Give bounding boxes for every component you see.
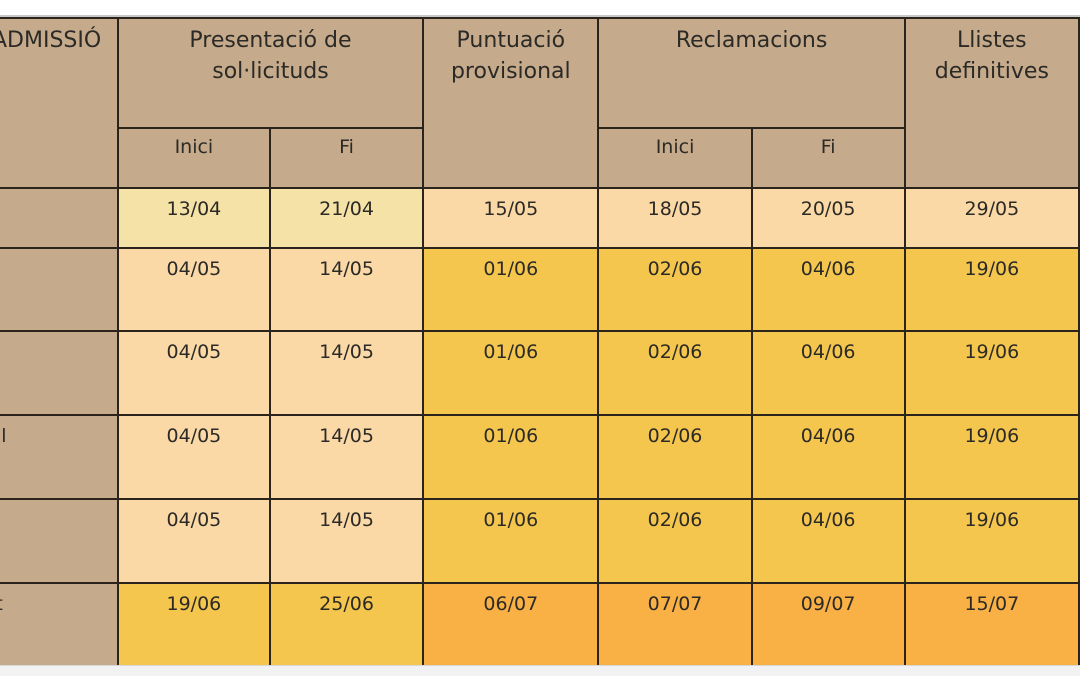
date-cell: 02/06: [597, 414, 753, 500]
date-cell: 02/06: [597, 498, 753, 584]
row-label: Educació especial: [0, 414, 119, 500]
header-line: sol·licituds: [212, 59, 329, 84]
date-cell: 04/06: [750, 330, 906, 416]
header-line: Llistes: [957, 28, 1027, 53]
date-cell: 19/06: [903, 414, 1080, 500]
date-cell: 14/05: [268, 498, 425, 584]
row-label: Batxillerat: [0, 582, 119, 668]
date-cell: 21/04: [268, 187, 425, 249]
date-cell: 19/06: [903, 498, 1080, 584]
date-cell: 07/07: [597, 582, 753, 668]
date-cell: 19/06: [903, 247, 1080, 332]
row-label: [0, 187, 119, 249]
date-cell: 04/06: [750, 414, 906, 500]
header-admission: ADMISSIÓ: [0, 17, 119, 189]
date-cell: 14/05: [268, 330, 425, 416]
date-cell: 04/05: [116, 330, 271, 416]
date-cell: 04/06: [750, 498, 906, 584]
table-row: Educació especial 04/05 14/05 01/06 02/0…: [0, 414, 1080, 500]
date-cell: 18/05: [597, 187, 753, 249]
header-line: Presentació de: [189, 28, 352, 53]
subheader-claims-start: Inici: [597, 127, 753, 189]
page-top-edge: [0, 0, 1080, 17]
date-cell: 25/06: [268, 582, 425, 668]
row-label: [0, 498, 119, 584]
header-line: provisional: [450, 59, 571, 84]
date-cell: 02/06: [597, 247, 753, 332]
header-line: definitives: [934, 59, 1049, 84]
date-cell: 20/05: [750, 187, 906, 249]
subheader-submission-start: Inici: [116, 127, 271, 189]
subheader-submission-end: Fi: [268, 127, 425, 189]
date-cell: 04/05: [116, 414, 271, 500]
subheader-claims-end: Fi: [750, 127, 906, 189]
date-cell: 19/06: [116, 582, 271, 668]
date-cell: 01/06: [422, 414, 600, 500]
date-cell: 15/07: [903, 582, 1080, 668]
table-row: Primària 04/05 14/05 01/06 02/06 04/06 1…: [0, 330, 1080, 416]
date-cell: 14/05: [268, 247, 425, 332]
header-provisional-score: Puntuació provisional: [422, 17, 600, 189]
header-claims: Reclamacions: [597, 17, 906, 129]
date-cell: 13/04: [116, 187, 271, 249]
header-final-lists: Llistes definitives: [903, 17, 1080, 189]
table-row: Batxillerat 19/06 25/06 06/07 07/07 09/0…: [0, 582, 1080, 668]
header-line: Puntuació: [456, 28, 566, 53]
date-cell: 14/05: [268, 414, 425, 500]
page-bottom-edge: [0, 665, 1080, 676]
date-cell: 04/05: [116, 498, 271, 584]
date-cell: 04/06: [750, 247, 906, 332]
date-cell: 15/05: [422, 187, 600, 249]
date-cell: 09/07: [750, 582, 906, 668]
row-label: Infantil: [0, 247, 119, 332]
table-row: Infantil 04/05 14/05 01/06 02/06 04/06 1…: [0, 247, 1080, 332]
admission-calendar-table-wrapper: ADMISSIÓ Presentació de sol·licituds Punt…: [0, 17, 1080, 668]
table-row: 13/04 21/04 15/05 18/05 20/05 29/05: [0, 187, 1080, 249]
admission-calendar-table: ADMISSIÓ Presentació de sol·licituds Punt…: [0, 17, 1080, 668]
header-admission-label: ADMISSIÓ: [0, 28, 102, 53]
header-application-submission: Presentació de sol·licituds: [116, 17, 425, 129]
row-label: Primària: [0, 330, 119, 416]
date-cell: 29/05: [903, 187, 1080, 249]
date-cell: 01/06: [422, 330, 600, 416]
date-cell: 04/05: [116, 247, 271, 332]
date-cell: 06/07: [422, 582, 600, 668]
table-row: 04/05 14/05 01/06 02/06 04/06 19/06: [0, 498, 1080, 584]
date-cell: 01/06: [422, 247, 600, 332]
date-cell: 01/06: [422, 498, 600, 584]
date-cell: 02/06: [597, 330, 753, 416]
date-cell: 19/06: [903, 330, 1080, 416]
header-line: Reclamacions: [675, 28, 828, 53]
